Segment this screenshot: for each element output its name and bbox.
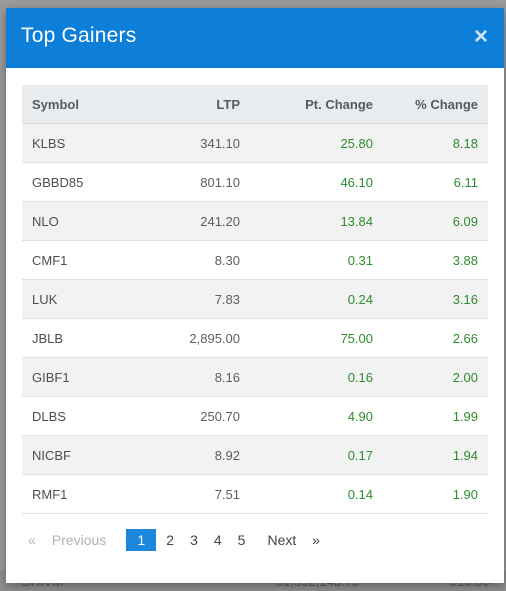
ltp-cell: 8.16 [132,357,250,397]
close-icon[interactable]: × [473,23,488,50]
pt-change-cell: 4.90 [250,396,383,436]
pct-change-cell: 8.18 [383,123,488,163]
table-row: GIBF1 8.16 0.16 2.00 [22,357,488,397]
symbol-cell: CMF1 [22,240,132,280]
modal-header: Top Gainers × [6,8,504,68]
pagination: « Previous 1 2 3 4 5 Next » [22,529,330,551]
table-row: LUK 7.83 0.24 3.16 [22,279,488,319]
column-header-ltp: LTP [132,85,250,124]
ltp-cell: 8.30 [132,240,250,280]
ltp-cell: 7.83 [132,279,250,319]
table-row: RMF1 7.51 0.14 1.90 [22,474,488,514]
next-arrow-icon[interactable]: » [312,532,321,548]
table-row: KLBS 341.10 25.80 8.18 [22,123,488,163]
top-gainers-modal: Top Gainers × Symbol LTP Pt. Change % Ch… [6,8,504,583]
pct-change-cell: 2.00 [383,357,488,397]
ltp-cell: 801.10 [132,162,250,202]
previous-arrow-icon: « [28,532,36,548]
pct-change-cell: 1.90 [383,474,488,514]
page-button-2[interactable]: 2 [166,532,175,548]
column-header-pt-change: Pt. Change [250,85,383,124]
pt-change-cell: 0.31 [250,240,383,280]
ltp-cell: 2,895.00 [132,318,250,358]
pct-change-cell: 6.11 [383,162,488,202]
pct-change-cell: 3.16 [383,279,488,319]
table-row: NICBF 8.92 0.17 1.94 [22,435,488,475]
column-header-pct-change: % Change [383,85,488,124]
page-button-3[interactable]: 3 [190,532,198,548]
table-row: NLO 241.20 13.84 6.09 [22,201,488,241]
symbol-cell: NICBF [22,435,132,475]
symbol-cell: GIBF1 [22,357,132,397]
symbol-cell: KLBS [22,123,132,163]
ltp-cell: 241.20 [132,201,250,241]
pct-change-cell: 3.88 [383,240,488,280]
table-row: DLBS 250.70 4.90 1.99 [22,396,488,436]
table-row: JBLB 2,895.00 75.00 2.66 [22,318,488,358]
column-header-symbol: Symbol [22,85,132,124]
page-button-4[interactable]: 4 [213,532,222,548]
table-row: GBBD85 801.10 46.10 6.11 [22,162,488,202]
ltp-cell: 8.92 [132,435,250,475]
table-header-row: Symbol LTP Pt. Change % Change [22,85,488,124]
pct-change-cell: 2.66 [383,318,488,358]
pt-change-cell: 0.16 [250,357,383,397]
top-gainers-table: Symbol LTP Pt. Change % Change KLBS 341.… [22,85,488,514]
pt-change-cell: 13.84 [250,201,383,241]
page-button-5[interactable]: 5 [237,532,246,548]
pt-change-cell: 25.80 [250,123,383,163]
previous-button: Previous [51,532,107,548]
pt-change-cell: 75.00 [250,318,383,358]
modal-body: Symbol LTP Pt. Change % Change KLBS 341.… [22,85,488,514]
symbol-cell: RMF1 [22,474,132,514]
symbol-cell: LUK [22,279,132,319]
pt-change-cell: 0.17 [250,435,383,475]
ltp-cell: 250.70 [132,396,250,436]
modal-title: Top Gainers [21,24,137,47]
pt-change-cell: 46.10 [250,162,383,202]
symbol-cell: JBLB [22,318,132,358]
pct-change-cell: 1.99 [383,396,488,436]
symbol-cell: GBBD85 [22,162,132,202]
pct-change-cell: 6.09 [383,201,488,241]
pt-change-cell: 0.14 [250,474,383,514]
next-button[interactable]: Next [267,532,297,548]
pt-change-cell: 0.24 [250,279,383,319]
ltp-cell: 341.10 [132,123,250,163]
symbol-cell: NLO [22,201,132,241]
table-row: CMF1 8.30 0.31 3.88 [22,240,488,280]
pct-change-cell: 1.94 [383,435,488,475]
symbol-cell: DLBS [22,396,132,436]
page-button-1[interactable]: 1 [126,529,157,551]
ltp-cell: 7.51 [132,474,250,514]
